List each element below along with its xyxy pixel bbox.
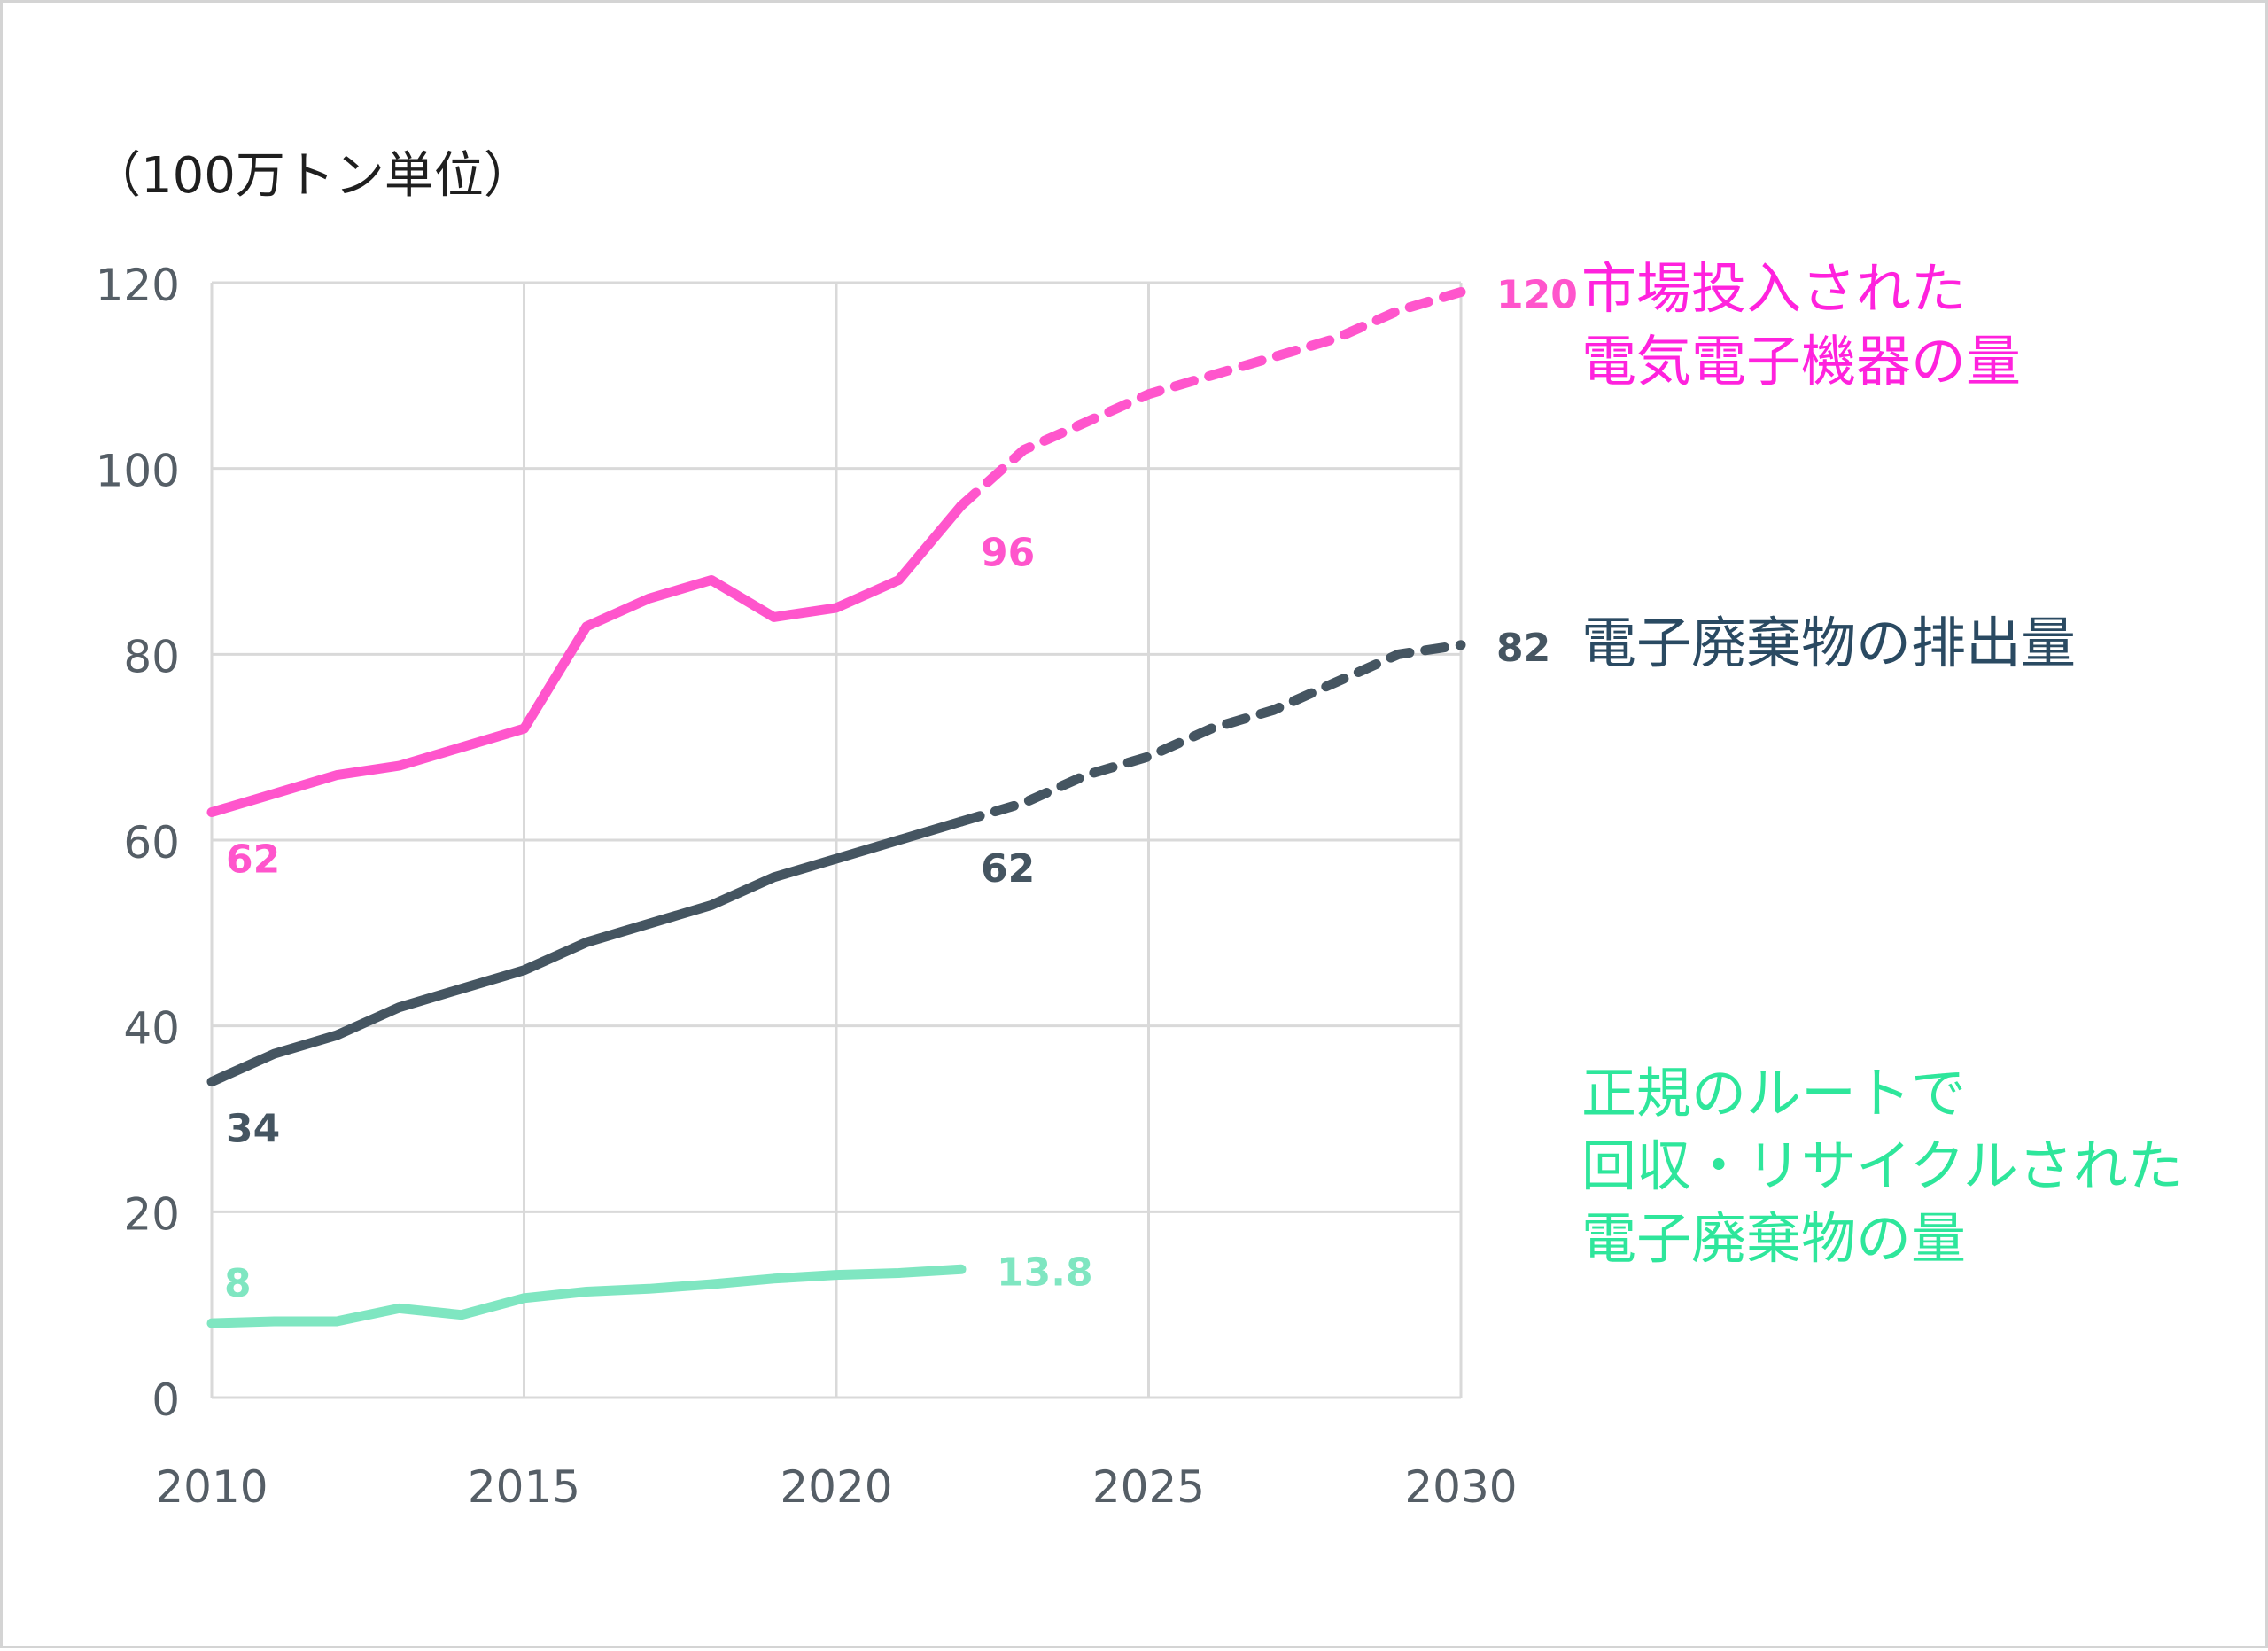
data-label-eee-2: 120 [1496,272,1578,317]
series-recycled-actual-line [206,1264,967,1328]
data-label-ewaste-1: 62 [981,846,1035,892]
x-tick-label-3: 2025 [1092,1461,1205,1513]
legend-eee: 市場投入された 電気電子機器の量 [1581,253,2021,398]
y-tick-label-3: 60 [123,817,180,868]
series-eee-projected-line [956,287,1466,511]
legend-recycled-line-1: 正規のルートで [1581,1061,1967,1125]
legend-eee-line-1: 市場投入された [1581,256,1967,321]
legend-ewaste-line-1: 電子廃棄物の排出量 [1581,611,2077,675]
x-tick-label-4: 2030 [1404,1461,1517,1513]
y-tick-label-2: 40 [123,1003,180,1055]
data-label-ewaste-0: 34 [226,1107,280,1152]
y-tick-label-6: 120 [96,260,180,311]
y-tick-label-4: 80 [123,631,180,682]
legend-eee-line-2: 電気電子機器の量 [1581,329,2022,393]
data-label-recycled-0: 8 [224,1261,252,1306]
x-tick-label-1: 2015 [468,1461,580,1513]
y-unit-label: （100万トン単位） [91,147,533,205]
x-tick-label-0: 2010 [155,1461,268,1513]
legend-recycled-line-2: 回収・リサイクルされた [1581,1133,2183,1198]
legend-recycled-line-3: 電子廃棄物の量 [1581,1206,1967,1271]
line-chart: 0 20 40 60 80 100 120 2010 2015 2020 2025 2030 62 96 1… [96,260,1578,1513]
data-label-eee-0: 62 [226,837,280,883]
data-label-eee-1: 96 [981,531,1035,576]
series-ewaste-actual-line [206,816,967,1087]
series-eee-actual-line [206,501,967,817]
x-tick-label-2: 2020 [780,1461,892,1513]
y-tick-label-0: 0 [151,1375,180,1426]
series-ewaste-projected-line [956,640,1466,827]
data-label-ewaste-2: 82 [1496,626,1550,671]
legend-recycled: 正規のルートで 回収・リサイクルされた 電子廃棄物の量 [1581,1057,2183,1275]
data-label-recycled-1: 13.8 [997,1250,1093,1295]
legend-ewaste: 電子廃棄物の排出量 [1581,607,2076,680]
y-tick-label-1: 20 [123,1188,180,1240]
y-tick-label-5: 100 [96,446,180,497]
